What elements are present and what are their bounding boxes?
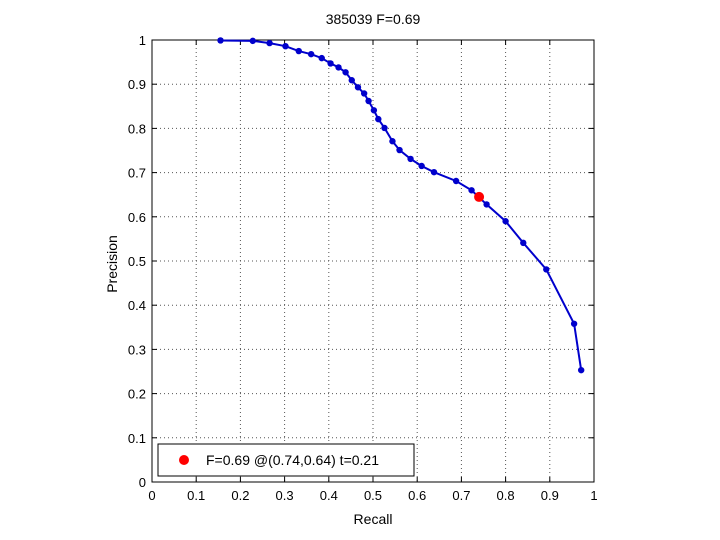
y-tick-label: 0.1 xyxy=(128,431,146,446)
data-point xyxy=(365,97,372,105)
y-tick-label: 0.7 xyxy=(128,166,146,181)
legend: F=0.69 @(0.74,0.64) t=0.21 xyxy=(157,443,415,477)
data-point xyxy=(217,37,224,44)
series-layer xyxy=(217,37,585,374)
data-point xyxy=(348,77,355,84)
grid xyxy=(152,40,594,482)
data-point xyxy=(360,90,368,97)
y-tick-label: 0.5 xyxy=(128,254,146,269)
data-point xyxy=(407,155,414,163)
data-point xyxy=(381,124,388,132)
x-tick-label: 0.1 xyxy=(187,488,205,503)
y-tick-labels: 0 0.1 0.2 0.3 0.4 0.5 0.6 0.7 0.8 0.9 1 xyxy=(128,33,146,490)
x-tick-label: 1 xyxy=(590,488,597,503)
data-point xyxy=(266,39,273,47)
legend-label: F=0.69 @(0.74,0.64) t=0.21 xyxy=(206,452,379,468)
x-tick-labels: 0 0.1 0.2 0.3 0.4 0.5 0.6 0.7 0.8 0.9 1 xyxy=(148,488,597,503)
best-f-point xyxy=(474,191,485,202)
data-point xyxy=(295,47,302,55)
data-point xyxy=(520,239,527,247)
data-point xyxy=(342,69,349,76)
data-point xyxy=(335,64,342,71)
x-tick-label: 0 xyxy=(148,488,155,503)
y-tick-label: 1 xyxy=(139,33,146,48)
data-point xyxy=(483,201,490,208)
y-tick-label: 0.8 xyxy=(128,121,146,136)
x-tick-label: 0.9 xyxy=(541,488,559,503)
data-point xyxy=(543,266,550,273)
data-point xyxy=(389,138,396,145)
data-point xyxy=(327,60,334,67)
axes-box xyxy=(151,39,595,483)
legend-box xyxy=(157,443,415,477)
data-point xyxy=(375,115,382,123)
data-point xyxy=(577,366,585,374)
y-tick-label: 0.6 xyxy=(128,210,146,225)
x-tick-label: 0.4 xyxy=(320,488,338,503)
x-tick-label: 0.7 xyxy=(452,488,470,503)
chart-title: 385039 F=0.69 xyxy=(326,11,421,27)
x-tick-label: 0.2 xyxy=(231,488,249,503)
y-axis-label: Precision xyxy=(104,235,120,293)
y-tick-label: 0.9 xyxy=(128,77,146,92)
data-point xyxy=(307,50,315,58)
x-tick-label: 0.5 xyxy=(364,488,382,503)
data-point xyxy=(452,177,460,185)
y-tick-label: 0.4 xyxy=(128,298,146,313)
x-tick-label: 0.6 xyxy=(408,488,426,503)
y-tick-label: 0.2 xyxy=(128,387,146,402)
x-tick-label: 0.8 xyxy=(497,488,515,503)
data-point xyxy=(418,162,425,170)
y-tick-label: 0.3 xyxy=(128,342,146,357)
data-point xyxy=(570,320,578,327)
legend-marker xyxy=(179,455,189,465)
data-point xyxy=(354,84,362,91)
data-point xyxy=(282,42,289,50)
data-point xyxy=(502,218,509,225)
highlight-layer xyxy=(474,191,485,202)
data-point xyxy=(430,168,438,176)
data-point xyxy=(396,146,403,154)
data-point xyxy=(370,107,378,114)
y-tick-label: 0 xyxy=(139,475,146,490)
x-tick-label: 0.3 xyxy=(276,488,294,503)
data-point xyxy=(468,187,475,194)
data-point xyxy=(249,37,256,45)
data-point xyxy=(318,54,325,62)
x-axis-label: Recall xyxy=(354,511,393,527)
